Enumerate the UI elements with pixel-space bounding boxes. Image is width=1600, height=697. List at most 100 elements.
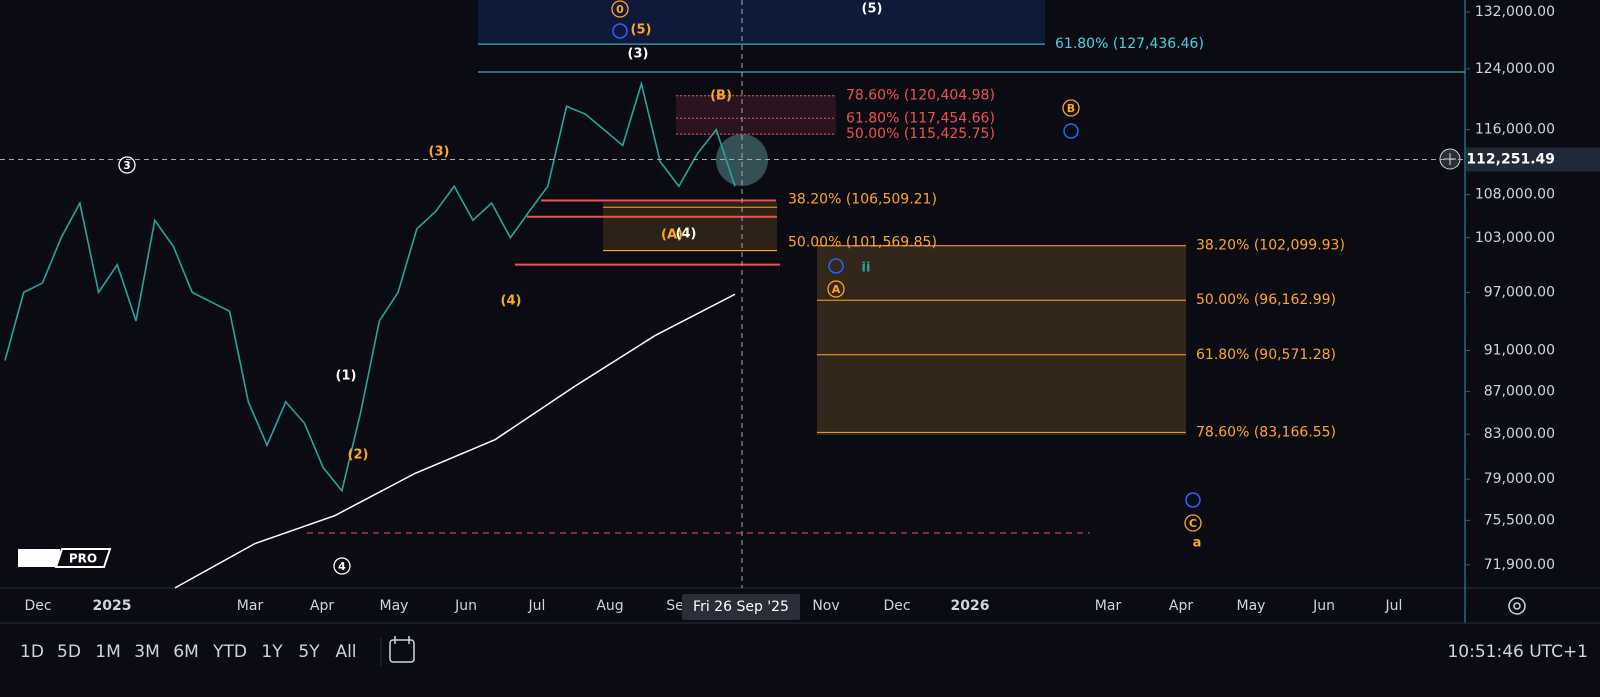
x-tick-label: Se xyxy=(666,598,684,614)
moving-average xyxy=(174,293,736,589)
fib-label: 50.00% (101,569.85) xyxy=(788,234,937,250)
x-tick-label: Jul xyxy=(1385,598,1403,614)
range-button[interactable]: 6M xyxy=(173,642,198,662)
wave-marker xyxy=(1063,123,1079,139)
price-marker-label: 112,251.49 xyxy=(1466,151,1555,167)
range-button[interactable]: 1D xyxy=(20,642,44,662)
range-button[interactable]: 1M xyxy=(95,642,120,662)
x-tick-label: Jul xyxy=(528,598,546,614)
clock: 10:51:46 UTC+1 xyxy=(1447,642,1588,662)
wave-label: (2) xyxy=(348,448,369,463)
cursor-highlight xyxy=(716,134,768,186)
y-tick-label: 97,000.00 xyxy=(1484,284,1555,300)
logo: PRO xyxy=(18,548,112,568)
wave-circle xyxy=(1062,99,1080,117)
wave-label: (A) xyxy=(661,228,683,243)
y-tick-label: 83,000.00 xyxy=(1484,426,1555,442)
wave-label: (4) xyxy=(501,294,522,309)
fib-label: 78.60% (83,166.55) xyxy=(1196,424,1336,440)
logo-text: PRO xyxy=(69,552,97,566)
wave-label: A xyxy=(832,283,841,296)
x-tick-label: Mar xyxy=(1095,598,1122,614)
range-button[interactable]: YTD xyxy=(212,642,247,662)
range-button[interactable]: 3M xyxy=(134,642,159,662)
wave-label: 0 xyxy=(616,3,624,16)
wave-marker xyxy=(1185,492,1201,508)
y-tick-label: 132,000.00 xyxy=(1475,4,1555,20)
target-zone xyxy=(817,245,1186,435)
x-tick-label: May xyxy=(1237,598,1266,614)
price-line xyxy=(4,80,736,493)
y-tick-label: 79,000.00 xyxy=(1484,471,1555,487)
range-button[interactable]: 5Y xyxy=(298,642,320,662)
wave-label: (4) xyxy=(676,227,697,242)
price-marker xyxy=(1466,147,1600,172)
wave-circle xyxy=(118,156,136,174)
range-button[interactable]: 1Y xyxy=(261,642,283,662)
x-tick-label: Apr xyxy=(1169,598,1193,614)
wave-circle xyxy=(611,0,629,18)
date-marker xyxy=(682,594,800,620)
fib-label: 50.00% (115,425.75) xyxy=(846,126,995,142)
wave-label: 3 xyxy=(123,159,131,172)
y-tick-label: 103,000.00 xyxy=(1475,230,1555,246)
y-tick-label: 124,000.00 xyxy=(1475,61,1555,77)
range-button[interactable]: 5D xyxy=(57,642,81,662)
fib-label: 50.00% (96,162.99) xyxy=(1196,292,1336,308)
y-tick-label: 116,000.00 xyxy=(1475,122,1555,138)
red-zone xyxy=(676,95,836,135)
fib-label: 61.80% (117,454.66) xyxy=(846,110,995,126)
wave-label: (3) xyxy=(429,145,450,160)
wave-circle xyxy=(1184,514,1202,532)
fib-label: 78.60% (120,404.98) xyxy=(846,88,995,104)
fib-label: 61.80% (127,436.46) xyxy=(1055,36,1204,52)
range-button[interactable]: All xyxy=(335,642,356,662)
wave-label: (3) xyxy=(628,47,649,62)
wave-label: (5) xyxy=(631,23,652,38)
x-tick-label: 2025 xyxy=(93,598,132,614)
calendar-button[interactable] xyxy=(389,636,415,663)
x-tick-label: May xyxy=(380,598,409,614)
x-tick-label: Apr xyxy=(310,598,334,614)
wave-label: (5) xyxy=(862,2,883,17)
x-tick-label: Dec xyxy=(24,598,51,614)
fib-label: 61.80% (90,571.28) xyxy=(1196,347,1336,363)
fib-label: 38.20% (102,099.93) xyxy=(1196,238,1345,254)
settings-icon[interactable] xyxy=(1508,597,1526,615)
wave-label: (1) xyxy=(336,369,357,384)
wave-label: 4 xyxy=(338,560,346,573)
x-tick-label: Jun xyxy=(454,598,477,614)
wave-label: (B) xyxy=(710,89,732,104)
x-tick-label: Mar xyxy=(237,598,264,614)
toolbar xyxy=(0,623,1600,693)
x-tick-label: Dec xyxy=(883,598,910,614)
x-tick-label: Jun xyxy=(1312,598,1335,614)
y-tick-label: 75,500.00 xyxy=(1484,512,1555,528)
wave-marker xyxy=(828,258,844,274)
calendar-icon[interactable] xyxy=(389,639,415,663)
wave-label: B xyxy=(1067,102,1075,115)
y-tick-label: 87,000.00 xyxy=(1484,383,1555,399)
y-tick-label: 91,000.00 xyxy=(1484,342,1555,358)
wave-circle xyxy=(827,280,845,298)
blue-zone xyxy=(478,0,1045,44)
wave-label: ii xyxy=(862,261,871,276)
y-tick-label: 71,900.00 xyxy=(1484,557,1555,573)
x-tick-label: Aug xyxy=(596,598,623,614)
wave-circle xyxy=(333,557,351,575)
settings-icon[interactable] xyxy=(1513,602,1521,610)
wave-marker xyxy=(612,23,628,39)
logo-badge xyxy=(54,548,112,568)
settings-button[interactable] xyxy=(1508,597,1526,615)
wave-label: a xyxy=(1193,536,1202,551)
orange-zone xyxy=(603,202,777,252)
wave-label: C xyxy=(1189,517,1197,530)
x-tick-label: 2026 xyxy=(951,598,990,614)
y-tick-label: 108,000.00 xyxy=(1475,187,1555,203)
date-marker-label: Fri 26 Sep '25 xyxy=(693,599,789,615)
logo-mark xyxy=(18,549,60,567)
x-tick-label: Nov xyxy=(812,598,839,614)
fib-label: 38.20% (106,509.21) xyxy=(788,191,937,207)
